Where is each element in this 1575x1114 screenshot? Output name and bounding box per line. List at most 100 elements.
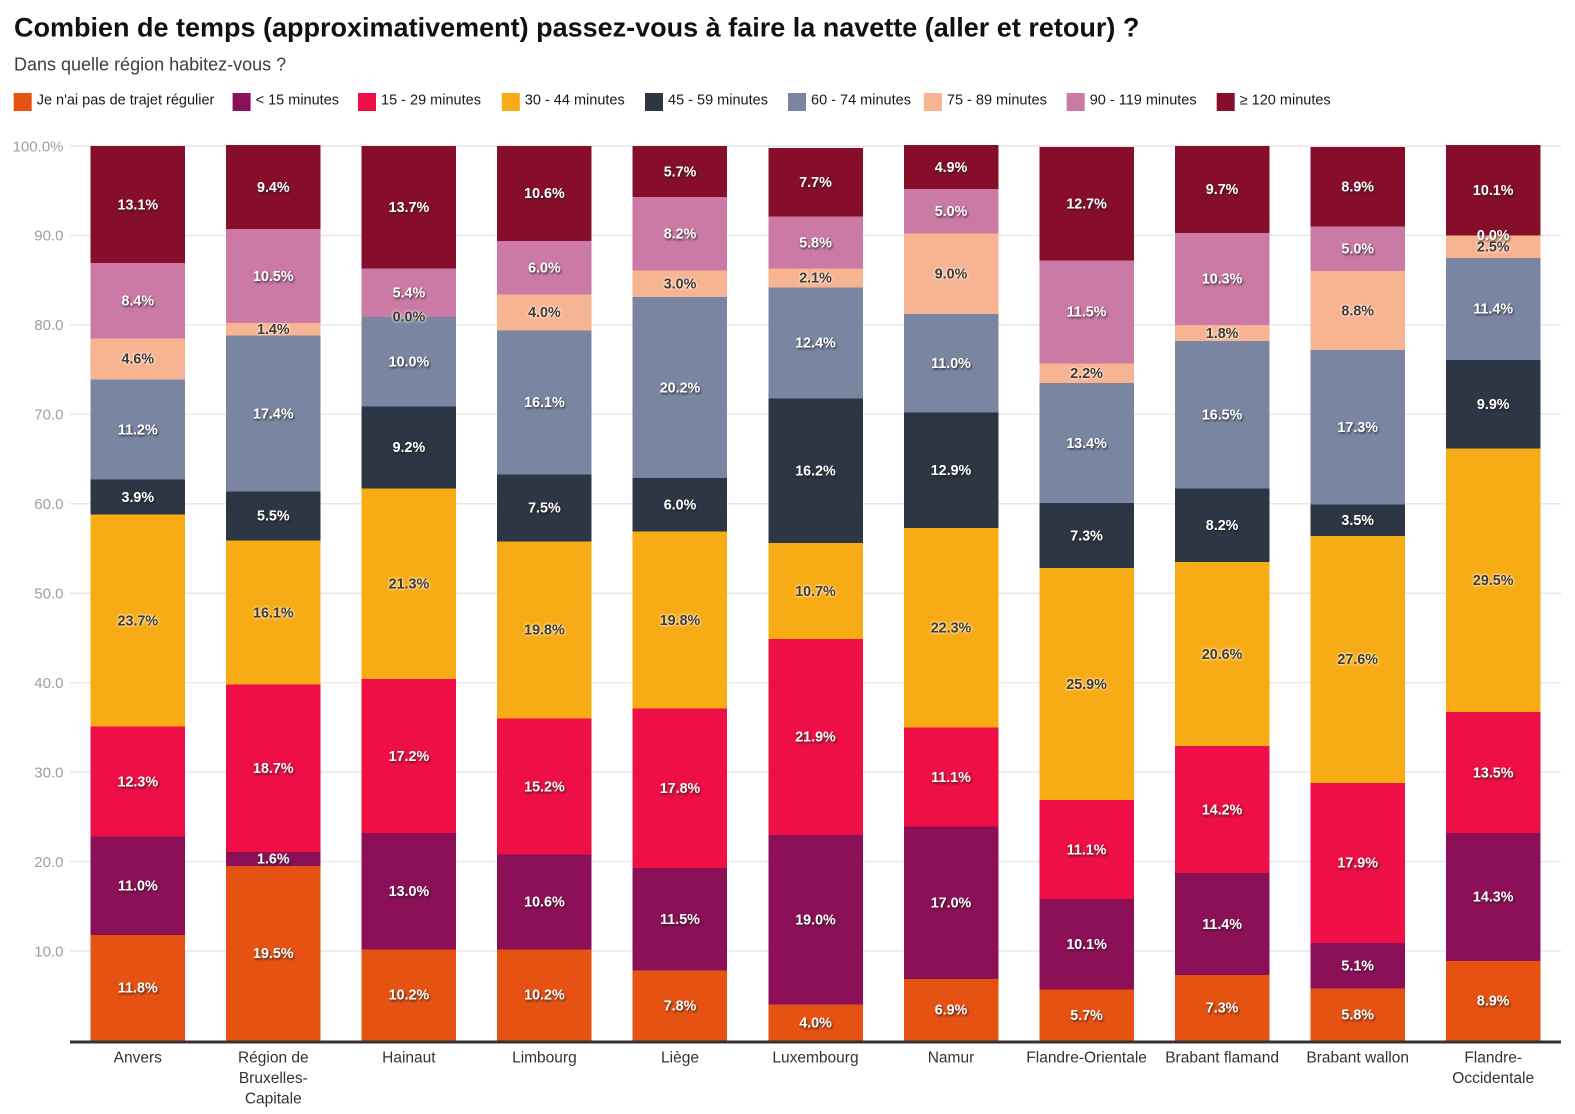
svg-text:18.7%: 18.7% <box>253 761 294 777</box>
svg-text:19.8%: 19.8% <box>524 623 565 639</box>
svg-text:10.6%: 10.6% <box>524 186 565 202</box>
svg-text:15.2%: 15.2% <box>524 779 565 795</box>
svg-text:60 - 74 minutes: 60 - 74 minutes <box>811 92 911 108</box>
svg-text:5.8%: 5.8% <box>799 235 832 251</box>
svg-text:5.4%: 5.4% <box>393 286 426 302</box>
svg-text:5.0%: 5.0% <box>935 204 968 220</box>
svg-text:4.0%: 4.0% <box>528 305 561 321</box>
svg-text:8.9%: 8.9% <box>1477 994 1510 1010</box>
svg-text:10.0%: 10.0% <box>389 354 430 370</box>
svg-text:9.7%: 9.7% <box>1206 182 1239 198</box>
svg-text:11.0%: 11.0% <box>931 356 971 372</box>
svg-text:17.4%: 17.4% <box>253 406 294 422</box>
svg-text:13.4%: 13.4% <box>1066 436 1107 452</box>
svg-text:≥ 120 minutes: ≥ 120 minutes <box>1240 92 1331 108</box>
svg-text:2.1%: 2.1% <box>799 271 832 287</box>
svg-text:21.3%: 21.3% <box>389 577 430 593</box>
svg-text:10.0: 10.0 <box>34 943 63 960</box>
svg-text:Namur: Namur <box>928 1050 975 1067</box>
svg-text:10.1%: 10.1% <box>1473 183 1514 199</box>
svg-text:5.7%: 5.7% <box>664 164 697 180</box>
svg-text:2.2%: 2.2% <box>1070 366 1103 382</box>
svg-text:7.3%: 7.3% <box>1070 528 1103 544</box>
svg-text:9.2%: 9.2% <box>393 440 426 456</box>
svg-text:11.1%: 11.1% <box>1067 842 1107 858</box>
svg-text:Occidentale: Occidentale <box>1452 1070 1534 1087</box>
svg-text:11.8%: 11.8% <box>118 981 158 997</box>
svg-text:23.7%: 23.7% <box>118 613 159 629</box>
svg-text:25.9%: 25.9% <box>1066 677 1107 693</box>
svg-text:10.2%: 10.2% <box>389 988 430 1004</box>
svg-text:7.8%: 7.8% <box>664 998 697 1014</box>
svg-text:11.1%: 11.1% <box>931 770 971 786</box>
svg-text:17.3%: 17.3% <box>1337 420 1378 436</box>
svg-text:17.2%: 17.2% <box>389 749 430 765</box>
svg-text:1.8%: 1.8% <box>1206 326 1239 342</box>
svg-text:90 - 119 minutes: 90 - 119 minutes <box>1090 92 1197 108</box>
svg-text:12.4%: 12.4% <box>795 336 836 352</box>
svg-text:3.0%: 3.0% <box>664 277 697 293</box>
svg-text:8.2%: 8.2% <box>664 227 697 243</box>
svg-text:5.8%: 5.8% <box>1341 1007 1374 1023</box>
svg-text:1.4%: 1.4% <box>257 322 290 338</box>
svg-text:Flandre-Orientale: Flandre-Orientale <box>1026 1050 1147 1067</box>
svg-text:10.7%: 10.7% <box>795 584 836 600</box>
svg-text:8.8%: 8.8% <box>1341 303 1374 319</box>
svg-text:Capitale: Capitale <box>245 1091 302 1108</box>
svg-text:8.9%: 8.9% <box>1341 180 1374 196</box>
svg-text:12.9%: 12.9% <box>931 463 972 479</box>
svg-text:29.5%: 29.5% <box>1473 573 1514 589</box>
svg-text:17.0%: 17.0% <box>931 896 972 912</box>
svg-text:14.2%: 14.2% <box>1202 803 1243 819</box>
svg-text:5.5%: 5.5% <box>257 509 290 525</box>
svg-text:40.0: 40.0 <box>34 675 63 692</box>
svg-text:Région de: Région de <box>238 1050 309 1067</box>
svg-text:4.9%: 4.9% <box>935 160 968 176</box>
svg-text:15 - 29 minutes: 15 - 29 minutes <box>381 92 481 108</box>
svg-text:11.5%: 11.5% <box>660 912 700 928</box>
svg-text:20.2%: 20.2% <box>660 380 701 396</box>
svg-text:13.1%: 13.1% <box>118 197 159 213</box>
svg-text:13.7%: 13.7% <box>389 200 430 216</box>
svg-text:Liège: Liège <box>661 1050 699 1067</box>
svg-text:19.8%: 19.8% <box>660 613 701 629</box>
svg-text:13.0%: 13.0% <box>389 884 430 900</box>
svg-text:Limbourg: Limbourg <box>512 1050 577 1067</box>
svg-text:17.8%: 17.8% <box>660 781 701 797</box>
svg-text:16.5%: 16.5% <box>1202 408 1243 424</box>
svg-text:10.2%: 10.2% <box>524 988 565 1004</box>
svg-text:27.6%: 27.6% <box>1337 652 1378 668</box>
svg-text:10.6%: 10.6% <box>524 895 565 911</box>
svg-text:3.9%: 3.9% <box>122 490 155 506</box>
svg-text:11.2%: 11.2% <box>118 422 158 438</box>
svg-text:Bruxelles-: Bruxelles- <box>239 1070 308 1087</box>
svg-text:Combien de temps (approximativ: Combien de temps (approximativement) pas… <box>14 13 1139 43</box>
svg-text:7.7%: 7.7% <box>799 175 832 191</box>
svg-text:10.3%: 10.3% <box>1202 272 1243 288</box>
svg-text:17.9%: 17.9% <box>1337 856 1378 872</box>
svg-text:8.4%: 8.4% <box>122 294 155 310</box>
svg-text:19.5%: 19.5% <box>253 946 294 962</box>
svg-text:4.0%: 4.0% <box>799 1015 832 1031</box>
svg-text:9.0%: 9.0% <box>935 267 968 283</box>
svg-text:Hainaut: Hainaut <box>382 1050 436 1067</box>
svg-text:6.9%: 6.9% <box>935 1002 968 1018</box>
svg-text:1.6%: 1.6% <box>257 852 290 868</box>
svg-text:5.0%: 5.0% <box>1341 242 1374 258</box>
svg-text:0.0%: 0.0% <box>393 310 426 326</box>
svg-text:11.5%: 11.5% <box>1067 305 1107 321</box>
svg-text:19.0%: 19.0% <box>795 913 836 929</box>
svg-text:7.3%: 7.3% <box>1206 1001 1239 1017</box>
svg-text:30 - 44 minutes: 30 - 44 minutes <box>525 92 625 108</box>
svg-text:16.1%: 16.1% <box>253 605 294 621</box>
svg-text:4.6%: 4.6% <box>122 352 155 368</box>
svg-text:21.9%: 21.9% <box>795 730 836 746</box>
svg-text:11.4%: 11.4% <box>1473 302 1513 318</box>
svg-text:8.2%: 8.2% <box>1206 518 1239 534</box>
svg-text:Dans quelle région habitez-vou: Dans quelle région habitez-vous ? <box>14 55 286 75</box>
svg-text:5.1%: 5.1% <box>1341 959 1374 975</box>
svg-text:20.0: 20.0 <box>34 854 63 871</box>
svg-text:60.0: 60.0 <box>34 496 63 513</box>
svg-text:30.0: 30.0 <box>34 764 63 781</box>
svg-text:100.0%: 100.0% <box>13 138 64 155</box>
